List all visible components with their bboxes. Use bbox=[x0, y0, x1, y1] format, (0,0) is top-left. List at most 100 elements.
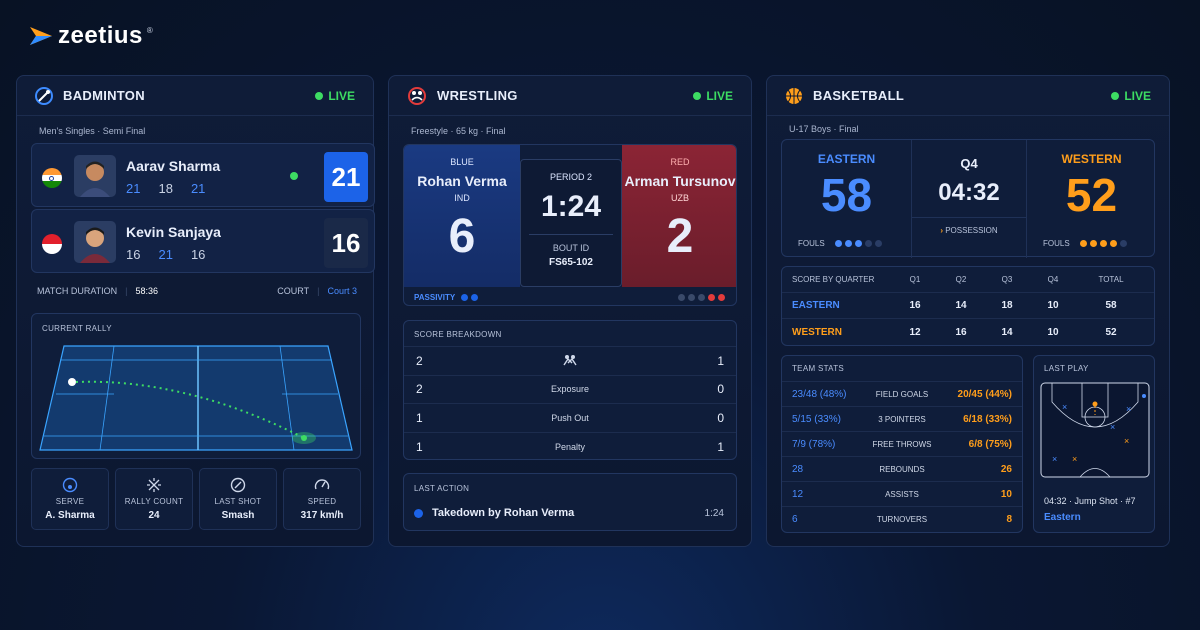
wrestler-name: Arman Tursunov bbox=[624, 173, 736, 189]
possession-label: POSSESSION bbox=[945, 226, 998, 235]
breakdown-label: Penalty bbox=[554, 441, 586, 452]
court-value: Court 3 bbox=[327, 286, 357, 296]
away-team: WESTERN 52 FOULS bbox=[1026, 140, 1156, 258]
team-stats-label: TEAM STATS bbox=[782, 356, 1022, 382]
last-action-label: LAST ACTION bbox=[414, 484, 470, 493]
wrestling-panel: WRESTLING LIVE Freestyle · 65 kg · Final… bbox=[388, 75, 752, 547]
set-scores: 21 18 21 bbox=[126, 181, 205, 196]
foul-dot-icon bbox=[864, 240, 872, 247]
quarter-label: Q4 bbox=[960, 156, 978, 171]
live-badge: LIVE bbox=[315, 89, 355, 103]
quarter-header: SCORE BY QUARTER bbox=[792, 275, 875, 284]
foul-dot-icon bbox=[854, 240, 862, 247]
team-stat-row: 28 REBOUNDS 26 bbox=[782, 457, 1022, 482]
team-name: WESTERN bbox=[1061, 152, 1122, 166]
wrestler-score: 2 bbox=[666, 210, 694, 263]
breakdown-row: 2 Exposure 0 bbox=[404, 376, 736, 404]
bout-scoreboard: BLUE Rohan Verma IND 6 PERIOD 2 1:24 BOU… bbox=[403, 144, 737, 306]
stat-label: SPEED bbox=[307, 497, 337, 506]
player-row-1[interactable]: Aarav Sharma 21 18 21 21 bbox=[31, 143, 375, 207]
score-by-quarter-card: SCORE BY QUARTER Q1 Q2 Q3 Q4 TOTAL EASTE… bbox=[781, 266, 1155, 346]
current-score: 16 bbox=[324, 218, 368, 268]
fouls-label: FOULS bbox=[798, 239, 825, 248]
corner-label: RED bbox=[670, 157, 690, 167]
foul-dot-icon bbox=[1109, 240, 1117, 247]
stat-value: A. Sharma bbox=[45, 510, 95, 521]
home-stat: 7/9 (78%) bbox=[792, 438, 836, 450]
foul-dot-icon bbox=[844, 240, 852, 247]
brand-registered: ® bbox=[146, 25, 153, 35]
brand-name: zeetius bbox=[58, 22, 143, 49]
last-action-card: LAST ACTION Takedown by Rohan Verma 1:24 bbox=[403, 473, 737, 531]
foul-dot-icon bbox=[1119, 240, 1127, 247]
bb-scoreboard: EASTERN 58 FOULS Q4 04:32 › POSSESSION W… bbox=[781, 139, 1156, 258]
away-stat: 6/8 (75%) bbox=[968, 438, 1012, 450]
brand-logo: zeetius ® bbox=[28, 22, 153, 50]
passivity-dot-icon bbox=[471, 293, 479, 301]
svg-text:×: × bbox=[1052, 454, 1057, 464]
court-label: COURT bbox=[277, 286, 310, 296]
svg-text:×: × bbox=[1062, 402, 1067, 412]
away-stat: 6/18 (33%) bbox=[963, 413, 1012, 425]
stat-speed: SPEED 317 km/h bbox=[283, 468, 361, 530]
quarter-score: 14 bbox=[1001, 326, 1013, 338]
bout-center: PERIOD 2 1:24 BOUT ID FS65-102 bbox=[520, 159, 622, 287]
live-label: LIVE bbox=[1124, 88, 1151, 103]
red-corner: RED Arman Tursunov UZB 2 bbox=[622, 145, 736, 287]
home-team: EASTERN 58 FOULS bbox=[782, 140, 912, 258]
quarter-header: Q3 bbox=[1001, 275, 1013, 284]
foul-dot-icon bbox=[1099, 240, 1107, 247]
home-stat: 6 bbox=[792, 514, 798, 525]
team-stat-row: 5/15 (33%) 3 POINTERS 6/18 (33%) bbox=[782, 407, 1022, 432]
set-score: 21 bbox=[190, 181, 206, 196]
passivity-label: PASSIVITY bbox=[414, 292, 456, 302]
stat-serve: SERVE A. Sharma bbox=[31, 468, 109, 530]
live-dot-icon bbox=[1111, 91, 1120, 100]
badminton-subtitle: Men's Singles · Semi Final bbox=[39, 126, 146, 136]
foul-dot-icon bbox=[874, 240, 882, 247]
breakdown-row: 1 Penalty 1 bbox=[404, 433, 736, 462]
stat-label: SERVE bbox=[55, 497, 85, 506]
stat-label: FREE THROWS bbox=[872, 439, 932, 449]
player-row-2[interactable]: Kevin Sanjaya 16 21 16 16 bbox=[31, 209, 375, 273]
red-points: 0 bbox=[717, 382, 724, 397]
quarter-score: 16 bbox=[909, 300, 921, 311]
set-score: 16 bbox=[190, 247, 206, 262]
warning-dot-icon bbox=[688, 293, 695, 301]
set-score: 21 bbox=[126, 181, 141, 196]
team-score: 58 bbox=[820, 169, 873, 221]
foul-dot-icon bbox=[1079, 240, 1087, 247]
stat-rally-count: RALLY COUNT 24 bbox=[115, 468, 193, 530]
stat-value: 317 km/h bbox=[300, 510, 344, 521]
quarter-header-row: SCORE BY QUARTER Q1 Q2 Q3 Q4 TOTAL bbox=[782, 267, 1154, 293]
serving-dot-icon bbox=[290, 172, 298, 180]
quarter-row: WESTERN 12 16 14 10 52 bbox=[782, 319, 1154, 345]
quarter-header: TOTAL bbox=[1098, 275, 1124, 284]
live-badge: LIVE bbox=[1111, 89, 1151, 103]
quarter-header: Q1 bbox=[909, 275, 921, 284]
warning-dot-icon bbox=[698, 293, 705, 301]
wrestling-header: WRESTLING LIVE bbox=[389, 76, 751, 116]
basketball-panel: BASKETBALL LIVE U-17 Boys · Final EASTER… bbox=[766, 75, 1170, 547]
breakdown-label: Push Out bbox=[551, 412, 589, 423]
blue-points: 1 bbox=[416, 439, 423, 454]
home-stat: 5/15 (33%) bbox=[792, 413, 841, 425]
stat-label: FIELD GOALS bbox=[875, 389, 929, 399]
wrestling-subtitle: Freestyle · 65 kg · Final bbox=[411, 126, 506, 136]
red-points: 1 bbox=[717, 439, 724, 454]
player-name: Aarav Sharma bbox=[126, 158, 221, 174]
live-dot-icon bbox=[315, 91, 324, 100]
warning-dot-icon bbox=[718, 293, 725, 301]
corner-label: BLUE bbox=[450, 157, 474, 167]
bout-id: FS65-102 bbox=[549, 257, 593, 268]
live-label: LIVE bbox=[328, 88, 355, 103]
wrestler-country: IND bbox=[454, 193, 470, 203]
period-label: PERIOD 2 bbox=[549, 172, 592, 182]
stat-label: 3 POINTERS bbox=[878, 414, 926, 424]
wrestler-score: 6 bbox=[448, 210, 476, 263]
duration-value: 58:36 bbox=[135, 286, 159, 296]
foul-dot-icon bbox=[1089, 240, 1097, 247]
quarter-score: 12 bbox=[909, 326, 921, 338]
game-clock: Q4 04:32 › POSSESSION bbox=[912, 140, 1026, 258]
warning-dot-icon bbox=[678, 293, 685, 301]
